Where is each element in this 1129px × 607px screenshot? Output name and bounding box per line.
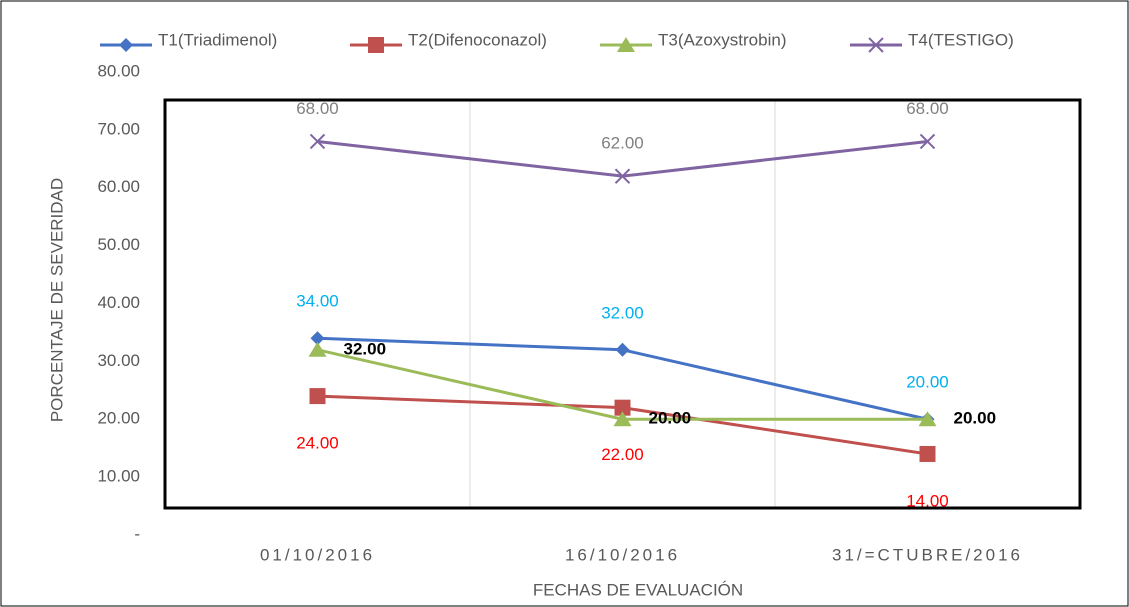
- point: [919, 133, 936, 150]
- point: [309, 388, 326, 405]
- series: 68.00 62.00 68.00: [296, 99, 949, 184]
- y-tick-label: 40.00: [97, 293, 140, 312]
- point: [309, 133, 326, 150]
- x-tick-label: 01/10/2016: [260, 545, 375, 564]
- legend-label: T1(Triadimenol): [158, 30, 277, 49]
- point: [119, 38, 133, 52]
- point: [310, 331, 325, 346]
- y-axis-title: PORCENTAJE DE SEVERIDAD: [47, 178, 66, 422]
- point: [918, 411, 937, 427]
- legend-label: T3(Azoxystrobin): [658, 30, 786, 49]
- legend-label: T4(TESTIGO): [908, 30, 1014, 49]
- y-tick-label: 70.00: [97, 119, 140, 138]
- y-tick-label: 50.00: [97, 235, 140, 254]
- data-label: 20.00: [906, 373, 949, 392]
- x-tick-label: 16/10/2016: [565, 545, 680, 564]
- data-label: 32.00: [601, 303, 644, 322]
- y-tick-label: 80.00: [97, 61, 140, 80]
- data-label: 22.00: [601, 445, 644, 464]
- data-label: 20.00: [649, 409, 692, 428]
- point: [919, 445, 936, 462]
- y-tick-label: 20.00: [97, 409, 140, 428]
- point: [617, 37, 635, 52]
- y-tick-label: 60.00: [97, 177, 140, 196]
- point: [614, 168, 631, 184]
- data-label: 14.00: [906, 491, 949, 510]
- data-label: 34.00: [296, 292, 339, 311]
- point: [614, 399, 631, 416]
- point: [368, 37, 384, 53]
- data-label: 68.00: [296, 99, 339, 118]
- data-label: 62.00: [601, 134, 644, 153]
- y-tick-label: 30.00: [97, 351, 140, 370]
- point: [868, 37, 884, 53]
- data-label: 24.00: [296, 434, 339, 453]
- x-tick-label: 31/=CTUBRE/2016: [832, 545, 1023, 564]
- data-label: 20.00: [954, 409, 997, 428]
- series: 24.00 22.00 14.00: [296, 388, 949, 510]
- plot-area: [163, 98, 1082, 510]
- y-tick-label: -: [134, 524, 140, 543]
- point: [615, 342, 630, 357]
- series: 32.00 20.00 20.00: [308, 339, 997, 428]
- y-tick-label: 10.00: [97, 467, 140, 486]
- x-axis-title: FECHAS DE EVALUACIÓN: [533, 580, 743, 599]
- data-label: 32.00: [344, 339, 387, 358]
- point: [613, 411, 632, 427]
- point: [308, 341, 327, 357]
- data-label: 68.00: [906, 99, 949, 118]
- legend-label: T2(Difenoconazol): [408, 30, 547, 49]
